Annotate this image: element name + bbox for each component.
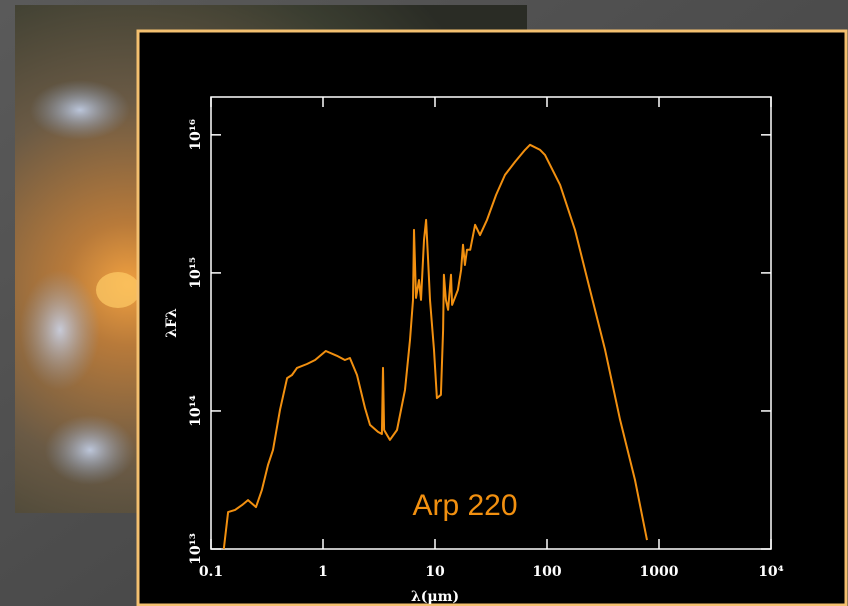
y-tick-label: 10¹⁶: [188, 119, 204, 151]
x-tick-label: 100: [532, 564, 561, 580]
x-tick-label: 0.1: [199, 564, 223, 580]
y-axis-label: λFλ: [164, 308, 180, 338]
slide: Arp 220 λ(μm) λFλ 0.1 1 10 100 1000 10⁴ 10¹³ 10…: [0, 0, 848, 606]
x-tick-label: 10⁴: [758, 564, 784, 580]
annotation: Arp 220: [412, 489, 517, 522]
x-axis-label: λ(μm): [411, 589, 459, 605]
y-tick-label: 10¹⁵: [188, 257, 204, 289]
x-tick-label: 10: [425, 564, 445, 580]
x-tick-label: 1: [318, 564, 328, 580]
page: Arp 220 λ(μm) λFλ 0.1 1 10 100 1000 10⁴ 10¹³ 10…: [0, 0, 848, 606]
x-tick-label: 1000: [640, 564, 679, 580]
y-tick-label: 10¹³: [188, 533, 204, 565]
y-tick-label: 10¹⁴: [188, 395, 204, 427]
